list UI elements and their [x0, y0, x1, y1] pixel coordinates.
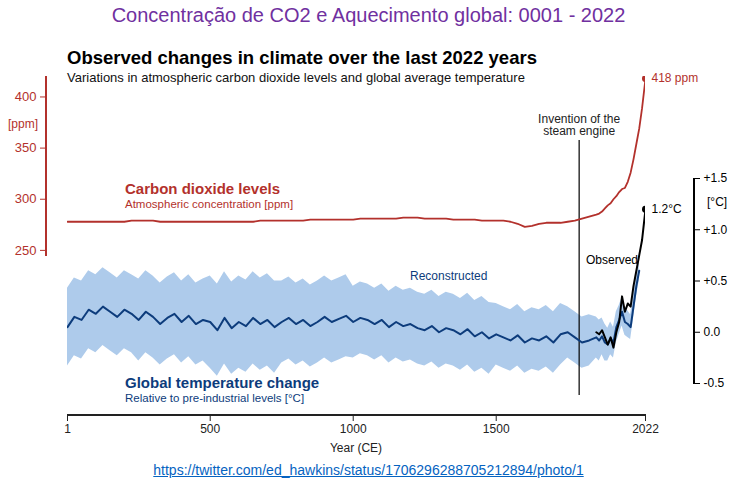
- html-text:Observed: Observed: [586, 253, 638, 267]
- svg-text:300: 300: [15, 191, 37, 206]
- svg-text:1.2°C: 1.2°C: [652, 202, 682, 216]
- html-text:Variations in atmospheric carb: Variations in atmospheric carbon dioxide…: [67, 70, 525, 85]
- html-text:Reconstructed: Reconstructed: [410, 269, 488, 283]
- svg-text:0.0: 0.0: [704, 325, 721, 339]
- svg-text:-0.5: -0.5: [704, 376, 725, 390]
- svg-text:+0.5: +0.5: [704, 274, 728, 288]
- html-text:Relative to pre-industrial lev: Relative to pre-industrial levels [°C]: [125, 392, 305, 404]
- svg-text:1: 1: [64, 422, 71, 436]
- svg-text:1500: 1500: [483, 422, 510, 436]
- svg-text:350: 350: [15, 140, 37, 155]
- svg-text:+1.0: +1.0: [704, 223, 728, 237]
- html-text:Atmospheric concentration [ppm: Atmospheric concentration [ppm]: [125, 198, 294, 210]
- html-text:Global temperature change: Global temperature change: [125, 374, 320, 391]
- svg-text:250: 250: [15, 243, 37, 258]
- svg-text:1000: 1000: [340, 422, 367, 436]
- html-text:https://twitter.com/ed_hawkins: https://twitter.com/ed_hawkins/status/17…: [153, 462, 584, 478]
- svg-text:418 ppm: 418 ppm: [652, 71, 699, 85]
- svg-text:2022: 2022: [632, 422, 659, 436]
- html-text:Observed changes in climate ov: Observed changes in climate over the las…: [67, 47, 537, 68]
- html-text:Concentração de CO2 e Aquecime: Concentração de CO2 e Aquecimento global…: [111, 4, 626, 26]
- svg-text:400: 400: [15, 89, 37, 104]
- html-text:[ppm]: [ppm]: [8, 117, 38, 131]
- svg-text:500: 500: [200, 422, 220, 436]
- html-text:Year (CE): Year (CE): [329, 441, 383, 455]
- svg-text:Invention of thesteam engine: Invention of thesteam engine: [538, 112, 620, 138]
- svg-text:+1.5: +1.5: [704, 171, 728, 185]
- html-text:Carbon dioxide levels: Carbon dioxide levels: [125, 180, 280, 197]
- html-text:[°C]: [°C]: [707, 195, 728, 209]
